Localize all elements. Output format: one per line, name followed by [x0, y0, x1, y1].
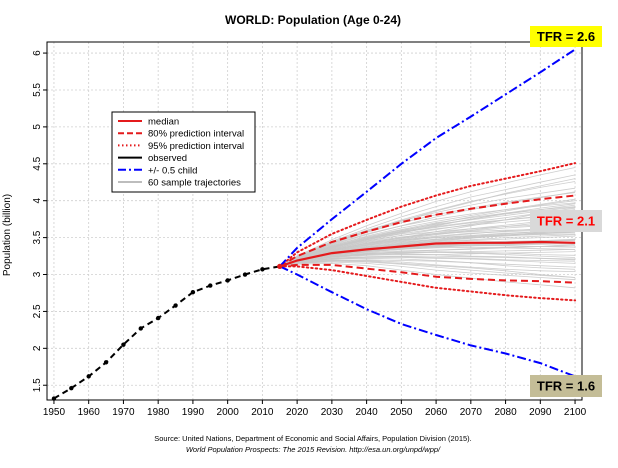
y-tick-label: 5.5	[32, 83, 43, 97]
tfr-label-text: TFR = 2.1	[537, 214, 595, 229]
y-tick-label: 2.5	[32, 304, 43, 318]
y-tick-label: 1.5	[32, 378, 43, 392]
observed-point	[225, 278, 230, 283]
sample-trajectory-line	[279, 259, 576, 268]
sample-trajectory-line	[279, 218, 576, 267]
observed-point	[190, 290, 196, 295]
legend-label: 80% prediction interval	[148, 129, 244, 140]
projection-start-point	[277, 263, 283, 269]
pi95-upper-line	[278, 162, 577, 268]
x-tick-label: 1950	[43, 407, 66, 418]
sample-trajectory-line	[279, 262, 576, 289]
sample-trajectory-line	[279, 216, 576, 267]
series-lines	[51, 48, 577, 401]
x-tick-label: 2060	[425, 407, 448, 418]
legend-label: 95% prediction interval	[148, 141, 244, 152]
observed-point	[103, 360, 109, 365]
x-tick-label: 2080	[494, 407, 517, 418]
y-tick-label: 3.5	[32, 230, 43, 244]
x-tick-label: 2010	[251, 407, 274, 418]
pi80-lower-line	[279, 263, 576, 284]
x-tick-label: 2030	[321, 407, 344, 418]
tfr-label-text: TFR = 2.6	[537, 29, 595, 44]
y-tick-label: 3	[32, 271, 43, 277]
legend-label: median	[148, 117, 179, 128]
observed-point	[121, 342, 126, 347]
x-tick-label: 1970	[112, 407, 135, 418]
x-tick-label: 1990	[182, 407, 205, 418]
observed-point	[260, 267, 265, 272]
tfr-label-box	[530, 26, 602, 47]
observed-point	[155, 315, 161, 321]
x-axis: 1950 1960 1970 1980 1990 2000 2010 2020 2030 2040…	[43, 400, 587, 418]
x-tick-label: 2050	[390, 407, 413, 418]
tfr-label-box	[530, 210, 602, 232]
x-tick-label: 1960	[78, 407, 101, 418]
sample-trajectory-line	[279, 243, 576, 267]
sample-trajectory-line	[279, 226, 576, 267]
x-tick-label: 2040	[355, 407, 378, 418]
x-tick-label: 2070	[460, 407, 483, 418]
observed-point	[242, 272, 248, 277]
legend-label: observed	[148, 153, 187, 164]
sample-trajectory-line	[279, 204, 576, 267]
legend-box	[111, 111, 256, 193]
x-tick-label: 1980	[147, 407, 170, 418]
sample-trajectory-line	[279, 245, 576, 267]
y-tick-label: 4.5	[32, 156, 43, 170]
x-tick-label: 2090	[529, 407, 552, 418]
legend-label: +/- 0.5 child	[148, 165, 197, 176]
source-line-1: Source: United Nations, Department of Ec…	[154, 434, 472, 443]
observed-point	[69, 385, 74, 391]
observed-point	[208, 283, 213, 288]
y-tick-label: 2	[32, 345, 43, 351]
observed-point	[173, 303, 178, 308]
y-tick-label: 4	[32, 197, 43, 203]
chart-title: WORLD: Population (Age 0-24)	[225, 13, 401, 27]
observed-point	[138, 326, 143, 331]
x-tick-label: 2000	[217, 407, 240, 418]
tfr-annotations: TFR = 2.6 TFR = 2.1 TFR = 1.6	[530, 26, 602, 397]
observed-line	[53, 265, 280, 400]
legend-label: 60 sample trajectories	[148, 178, 241, 189]
y-axis: 1.5 2 2.5 3 3.5 4 4.5 5 5.5 6	[32, 50, 47, 392]
pi95-lower-line	[278, 265, 577, 302]
y-axis-label: Population (billion)	[2, 194, 13, 276]
tfr-label-text: TFR = 1.6	[537, 379, 595, 394]
source-line-2: World Population Prospects: The 2015 Rev…	[186, 445, 441, 454]
median-line	[279, 240, 576, 268]
sample-trajectory-line	[279, 261, 576, 281]
pi80-upper-line	[279, 194, 576, 268]
half-child-upper-line	[279, 48, 576, 268]
x-tick-label: 2020	[286, 407, 309, 418]
y-tick-label: 5	[32, 124, 43, 130]
x-tick-label: 2100	[564, 407, 587, 418]
observed-point	[86, 374, 91, 379]
sample-trajectory-line	[279, 257, 576, 267]
tfr-label-box	[530, 375, 602, 397]
half-child-lower-line	[279, 265, 576, 378]
y-tick-label: 6	[32, 50, 43, 56]
sample-trajectory-line	[279, 167, 576, 267]
